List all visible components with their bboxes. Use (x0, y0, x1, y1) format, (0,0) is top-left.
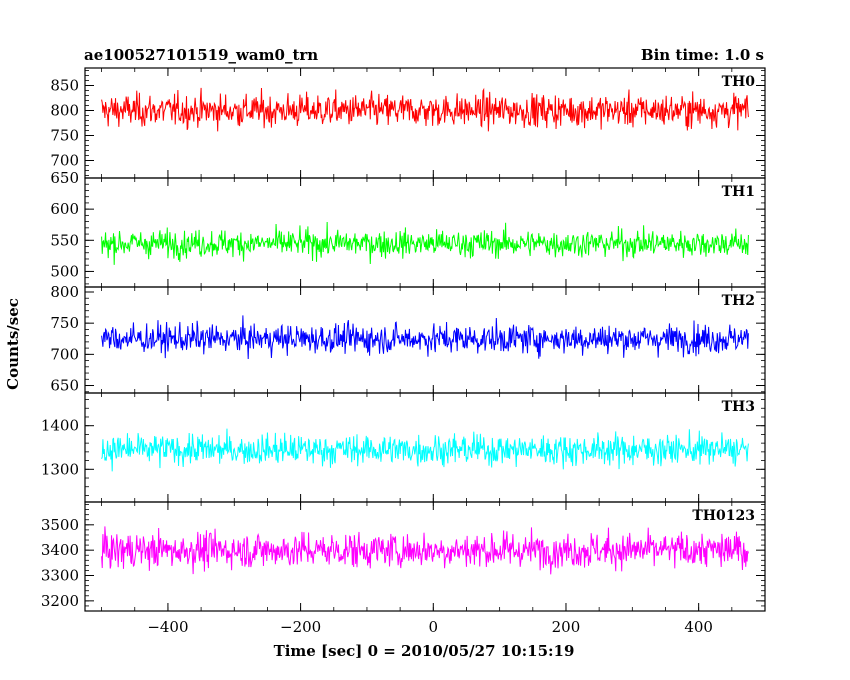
x-tick-label: 200 (552, 618, 581, 636)
x-tick-label: 400 (684, 618, 713, 636)
y-tick-label: 850 (50, 77, 79, 95)
y-tick-label: 1400 (41, 417, 79, 435)
y-tick-label: 550 (50, 231, 79, 249)
y-axis-label: Counts/sec (4, 298, 22, 390)
x-tick-label: 0 (429, 618, 439, 636)
series-line-th3 (101, 428, 749, 472)
y-tick-label: 3300 (41, 567, 79, 585)
y-tick-label: 3200 (41, 592, 79, 610)
y-tick-label: 700 (50, 152, 79, 170)
series-line-th1 (101, 221, 749, 265)
y-tick-label: 500 (50, 262, 79, 280)
y-tick-label: 750 (50, 127, 79, 145)
panel-label-th1: TH1 (722, 184, 755, 200)
x-tick-label: −200 (280, 618, 321, 636)
panel-label-th0: TH0 (722, 74, 756, 90)
y-tick-label: 3400 (41, 541, 79, 559)
y-tick-label: 600 (50, 200, 79, 218)
y-tick-label: 700 (50, 345, 79, 363)
panel-label-th0123: TH0123 (692, 508, 755, 524)
y-tick-label: 1300 (41, 460, 79, 478)
y-tick-label: 800 (50, 102, 79, 120)
chart-title-left: ae100527101519_wam0_trn (84, 46, 318, 64)
panel-frame (84, 177, 766, 288)
y-tick-label: 650 (50, 377, 79, 395)
panel-label-th3: TH3 (722, 399, 755, 415)
series-line-th0123 (101, 526, 749, 575)
panel-label-th2: TH2 (722, 293, 755, 309)
y-tick-label: 800 (50, 283, 79, 301)
x-tick-label: −400 (147, 618, 188, 636)
x-axis-label: Time [sec] 0 = 2010/05/27 10:15:19 (274, 642, 575, 660)
y-tick-label: 750 (50, 314, 79, 332)
y-tick-label: 650 (50, 169, 79, 187)
series-line-th0 (101, 87, 749, 132)
y-tick-label: 3500 (41, 516, 79, 534)
panel-frame (84, 501, 766, 612)
chart-title-right: Bin time: 1.0 s (641, 46, 764, 64)
series-line-th2 (101, 315, 749, 359)
